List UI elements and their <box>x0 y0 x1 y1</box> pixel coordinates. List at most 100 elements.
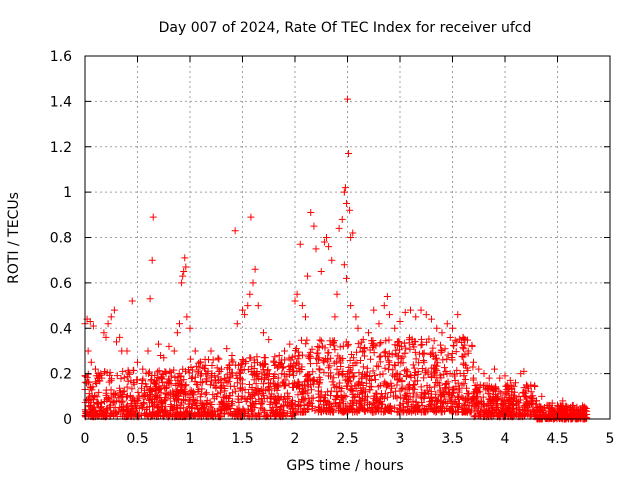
data-point <box>359 395 367 403</box>
data-point <box>111 403 119 411</box>
data-point <box>404 368 412 376</box>
data-point <box>180 376 188 384</box>
data-point <box>221 410 229 418</box>
data-point <box>314 342 322 350</box>
data-point <box>367 407 375 415</box>
data-point <box>333 290 341 298</box>
data-point <box>235 399 243 407</box>
data-point <box>190 412 198 420</box>
data-point <box>444 351 452 359</box>
data-point <box>452 400 460 408</box>
data-point <box>287 356 295 364</box>
data-point <box>171 373 179 381</box>
data-point <box>346 386 354 394</box>
data-point <box>339 397 347 405</box>
data-point <box>107 313 115 321</box>
data-point <box>460 361 468 369</box>
data-point <box>373 362 381 370</box>
data-point <box>94 374 102 382</box>
data-point <box>150 378 158 386</box>
data-point <box>356 403 364 411</box>
data-point <box>271 362 279 370</box>
data-point <box>294 401 302 409</box>
data-point <box>152 410 160 418</box>
data-point <box>148 408 156 416</box>
data-point <box>319 357 327 365</box>
data-point <box>305 394 313 402</box>
data-point <box>270 358 278 366</box>
data-point <box>409 361 417 369</box>
data-point <box>378 393 386 401</box>
data-point <box>512 379 519 387</box>
data-point <box>503 390 511 398</box>
data-point <box>306 348 314 356</box>
data-point <box>506 376 514 384</box>
data-point <box>197 390 205 398</box>
data-point <box>333 365 341 373</box>
data-point <box>85 378 93 386</box>
data-point <box>383 292 391 300</box>
data-point <box>335 369 343 377</box>
data-point <box>135 394 143 402</box>
data-point <box>373 403 381 411</box>
data-point <box>124 377 132 385</box>
data-point <box>381 348 389 356</box>
data-point <box>345 150 353 158</box>
data-point <box>583 407 591 415</box>
data-point <box>214 354 222 362</box>
data-point <box>389 392 397 400</box>
data-point <box>128 385 136 393</box>
data-point <box>402 344 410 352</box>
data-point <box>162 390 170 398</box>
data-point <box>277 403 285 411</box>
data-point <box>401 308 409 316</box>
data-point <box>237 374 245 382</box>
data-point <box>126 370 134 378</box>
data-point <box>480 370 488 378</box>
data-point <box>334 371 342 379</box>
data-point <box>148 387 156 395</box>
data-point <box>441 364 449 372</box>
data-point <box>102 391 110 399</box>
data-point <box>473 407 481 415</box>
data-point <box>432 379 440 387</box>
data-point <box>179 365 187 373</box>
data-point <box>359 382 367 390</box>
data-point <box>554 401 561 409</box>
data-point <box>430 383 438 391</box>
data-point <box>451 370 459 378</box>
data-point <box>278 364 286 372</box>
data-point <box>347 234 355 241</box>
data-point <box>130 380 138 388</box>
y-tick-label: 0.8 <box>50 231 72 247</box>
data-point <box>124 366 132 374</box>
data-point <box>241 386 249 394</box>
data-point <box>401 349 409 357</box>
data-point <box>155 340 162 348</box>
data-point <box>265 386 273 394</box>
data-point <box>400 339 408 347</box>
data-point <box>328 256 336 264</box>
data-point <box>350 372 358 380</box>
data-point <box>379 370 387 378</box>
data-point <box>427 364 435 372</box>
data-point <box>371 408 379 416</box>
data-point <box>483 410 491 418</box>
data-point <box>117 410 125 418</box>
data-point <box>461 375 469 383</box>
data-point <box>309 402 317 410</box>
data-point <box>197 399 205 407</box>
data-point <box>359 363 367 371</box>
data-point <box>392 350 400 358</box>
data-point <box>169 405 177 413</box>
data-point <box>260 329 267 337</box>
data-point <box>207 373 215 381</box>
data-point <box>463 384 471 392</box>
data-point <box>148 399 156 407</box>
data-point <box>268 390 276 398</box>
data-point <box>314 355 322 363</box>
data-point <box>85 390 93 398</box>
data-point <box>522 392 530 400</box>
data-point <box>376 358 384 366</box>
y-tick-label: 1.6 <box>50 49 72 65</box>
